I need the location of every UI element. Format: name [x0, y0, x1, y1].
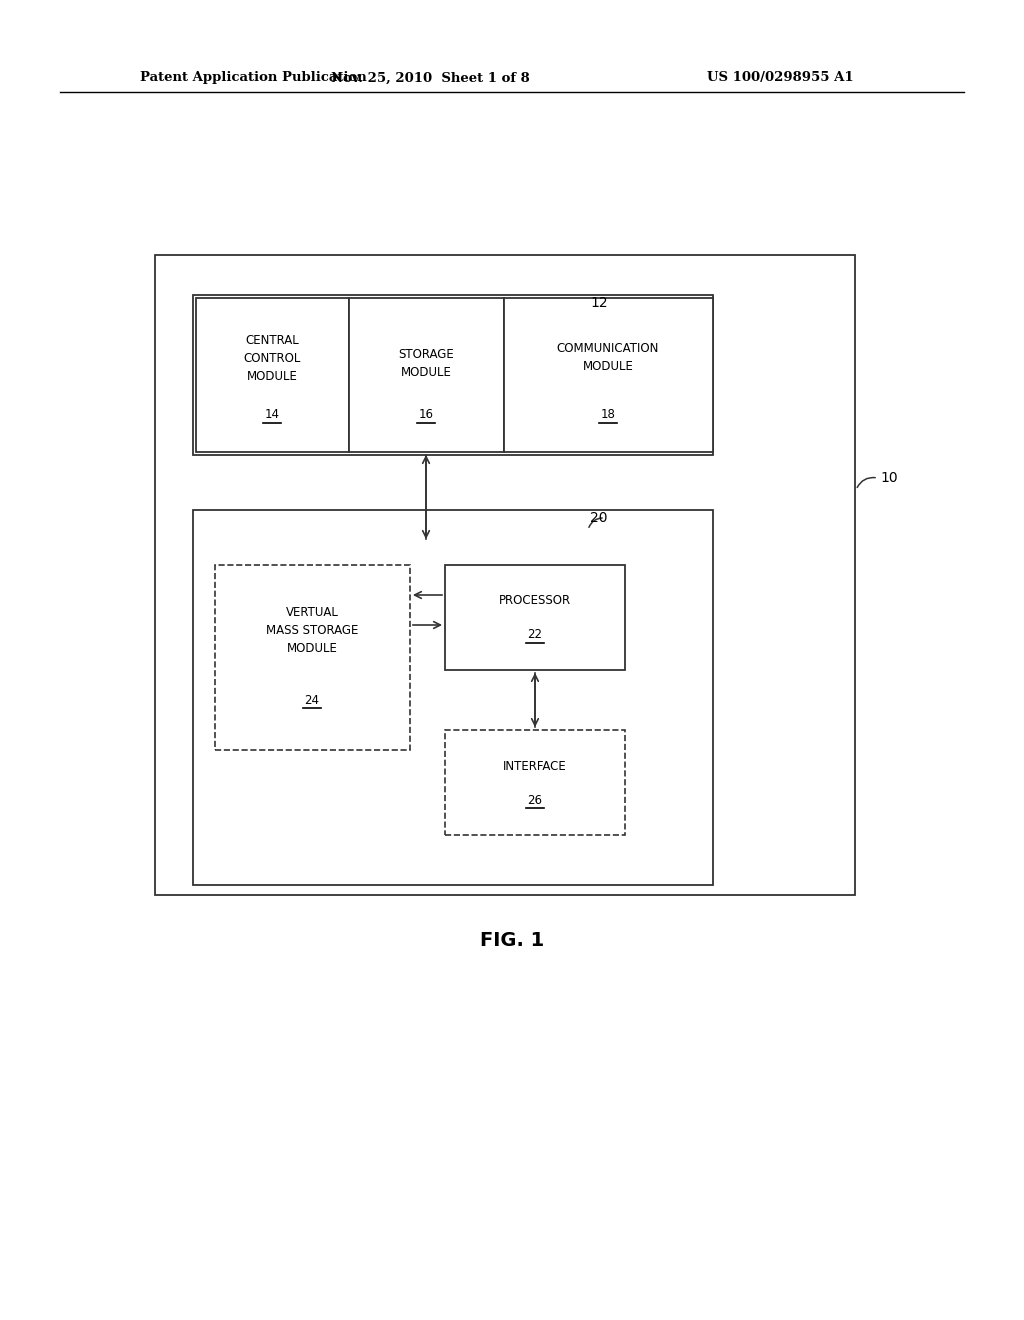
Text: US 100/0298955 A1: US 100/0298955 A1: [707, 71, 853, 84]
Text: 24: 24: [304, 693, 319, 706]
Text: INTERFACE: INTERFACE: [503, 760, 567, 774]
Bar: [196, 298, 349, 451]
Text: MASS STORAGE: MASS STORAGE: [266, 623, 358, 636]
Text: MODULE: MODULE: [583, 360, 634, 374]
Text: 12: 12: [590, 296, 607, 310]
Text: Nov. 25, 2010  Sheet 1 of 8: Nov. 25, 2010 Sheet 1 of 8: [331, 71, 529, 84]
Text: CONTROL: CONTROL: [244, 351, 301, 364]
Text: 18: 18: [600, 408, 615, 421]
Text: MODULE: MODULE: [400, 367, 452, 380]
Text: 22: 22: [527, 628, 543, 642]
Text: 26: 26: [527, 793, 543, 807]
Bar: [155, 255, 855, 895]
Text: CENTRAL: CENTRAL: [245, 334, 299, 346]
Text: PROCESSOR: PROCESSOR: [499, 594, 571, 606]
Bar: [215, 565, 410, 750]
Text: 14: 14: [264, 408, 280, 421]
Text: 16: 16: [419, 408, 433, 421]
Bar: [193, 510, 713, 884]
Text: COMMUNICATION: COMMUNICATION: [557, 342, 659, 355]
Bar: [445, 730, 625, 836]
Text: MODULE: MODULE: [247, 370, 297, 383]
Bar: [504, 298, 713, 451]
Bar: [193, 294, 713, 455]
Text: Patent Application Publication: Patent Application Publication: [140, 71, 367, 84]
Bar: [349, 298, 504, 451]
Bar: [445, 565, 625, 671]
Text: 10: 10: [880, 471, 898, 484]
Text: VERTUAL: VERTUAL: [286, 606, 339, 619]
Text: 20: 20: [590, 511, 607, 525]
Text: STORAGE: STORAGE: [398, 347, 454, 360]
Text: MODULE: MODULE: [287, 642, 338, 655]
Text: FIG. 1: FIG. 1: [480, 931, 544, 949]
